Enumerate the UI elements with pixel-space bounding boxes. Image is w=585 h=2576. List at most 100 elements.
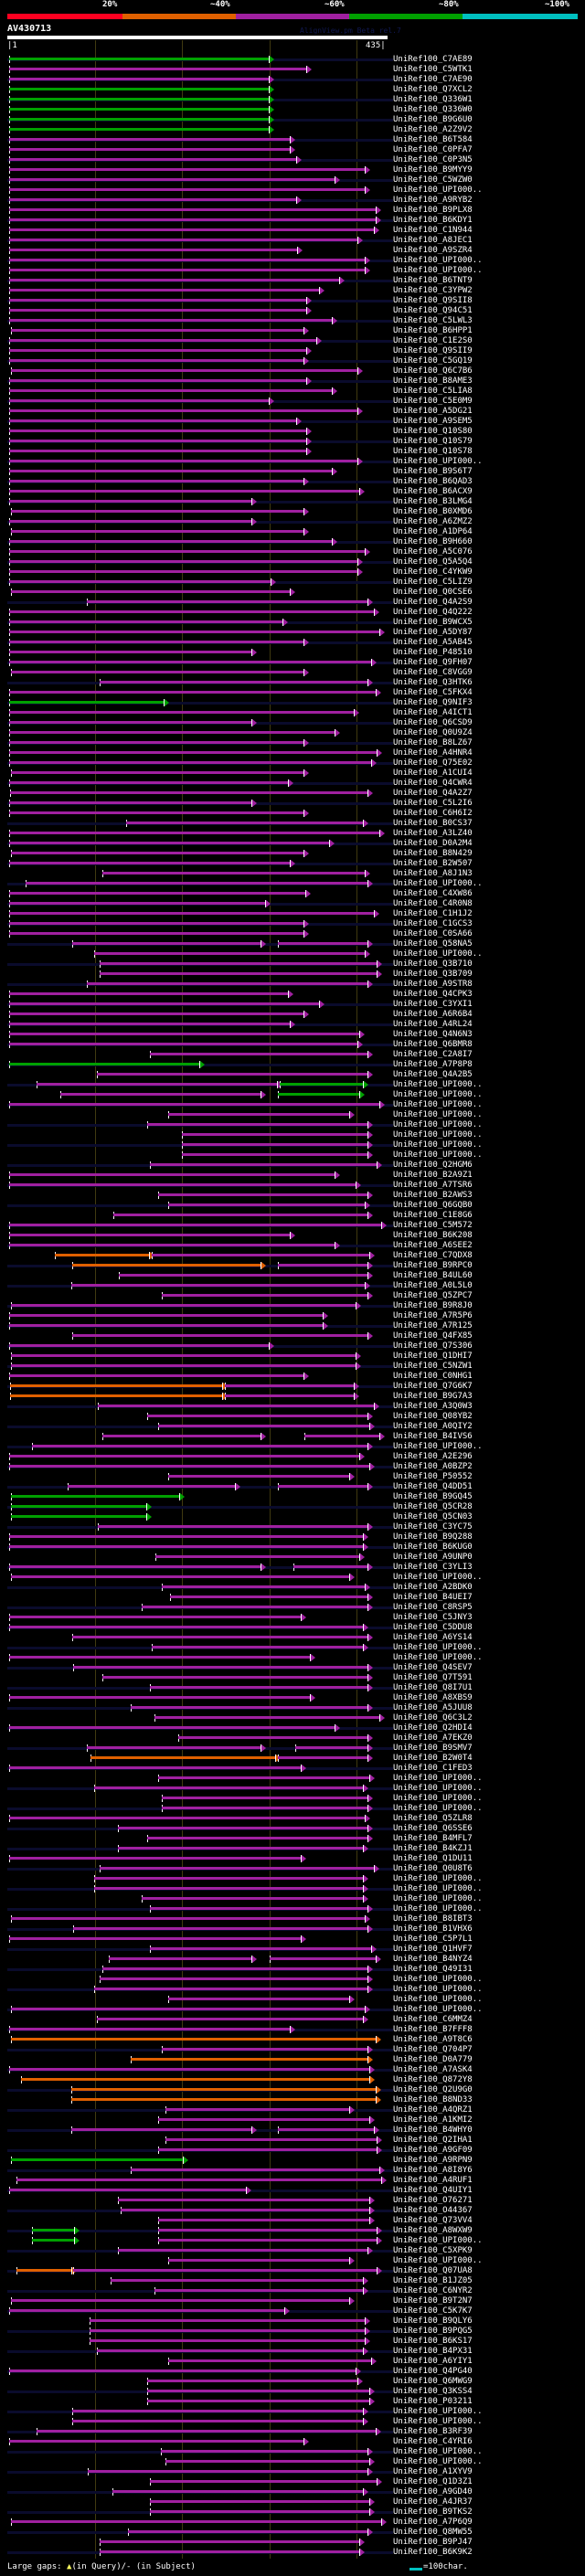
hit-label[interactable]: UniRef100_Q4SEV7 — [393, 1663, 473, 1672]
alignment-row[interactable]: UniRef100_C6H6I2 — [0, 809, 585, 819]
hit-segment[interactable] — [16, 2178, 383, 2181]
hit-label[interactable]: UniRef100_UPI000.. — [393, 2457, 483, 2466]
hit-label[interactable]: UniRef100_Q75E02 — [393, 758, 473, 768]
hit-segment[interactable] — [94, 1786, 364, 1789]
alignment-row[interactable]: UniRef100_O44367 — [0, 2206, 585, 2216]
alignment-row[interactable]: UniRef100_Q0U8T6 — [0, 1864, 585, 1874]
hit-label[interactable]: UniRef100_B1VHX6 — [393, 1924, 473, 1934]
hit-label[interactable]: UniRef100_Q3KSS4 — [393, 2387, 473, 2396]
alignment-row[interactable]: UniRef100_A3LZ40 — [0, 829, 585, 839]
hit-segment[interactable] — [94, 1988, 368, 1990]
alignment-row[interactable]: UniRef100_B4KZJ1 — [0, 1844, 585, 1854]
alignment-row[interactable]: UniRef100_UPI000.. — [0, 186, 585, 196]
alignment-row[interactable]: UniRef100_C5LWL3 — [0, 316, 585, 326]
alignment-row[interactable]: UniRef100_A5C076 — [0, 547, 585, 557]
alignment-row[interactable]: UniRef100_A0BZP2 — [0, 1462, 585, 1472]
alignment-row[interactable]: UniRef100_A6ZMZ2 — [0, 517, 585, 527]
hit-label[interactable]: UniRef100_Q7T591 — [393, 1673, 473, 1682]
hit-label[interactable]: UniRef100_Q9NIF3 — [393, 698, 473, 707]
hit-segment[interactable] — [9, 1023, 291, 1025]
hit-label[interactable]: UniRef100_C5GQ19 — [393, 356, 473, 366]
hit-label[interactable]: UniRef100_A9GF09 — [393, 2146, 473, 2155]
hit-label[interactable]: UniRef100_UPI000.. — [393, 1080, 483, 1089]
alignment-row[interactable]: UniRef100_B7FFF8 — [0, 2025, 585, 2035]
alignment-row[interactable]: UniRef100_A8XBS9 — [0, 1693, 585, 1703]
alignment-row[interactable]: UniRef100_C7QDX8 — [0, 1251, 585, 1261]
alignment-row[interactable]: UniRef100_B8ND33 — [0, 2095, 585, 2105]
hit-label[interactable]: UniRef100_A6ZMZ2 — [393, 517, 473, 526]
hit-segment[interactable] — [278, 942, 368, 945]
alignment-row[interactable]: UniRef100_C5P7L1 — [0, 1935, 585, 1945]
hit-label[interactable]: UniRef100_UPI000.. — [393, 879, 483, 888]
hit-segment[interactable] — [168, 2359, 372, 2362]
hit-label[interactable]: UniRef100_Q4UIY1 — [393, 2186, 473, 2195]
hit-segment[interactable] — [55, 1254, 150, 1256]
alignment-row[interactable]: UniRef100_Q5CN03 — [0, 1512, 585, 1522]
hit-segment[interactable] — [278, 1485, 368, 1488]
hit-label[interactable]: UniRef100_UPI000.. — [393, 2407, 483, 2416]
hit-segment[interactable] — [118, 2199, 370, 2201]
alignment-row[interactable]: UniRef100_UPI000.. — [0, 2005, 585, 2015]
hit-segment[interactable] — [9, 1103, 380, 1106]
hit-segment[interactable] — [9, 1465, 370, 1468]
alignment-row[interactable]: UniRef100_Q4A2B5 — [0, 1070, 585, 1080]
hit-label[interactable]: UniRef100_C5XPK9 — [393, 2246, 473, 2255]
alignment-row[interactable]: UniRef100_Q6GQB0 — [0, 1201, 585, 1211]
hit-label[interactable]: UniRef100_C5JNY3 — [393, 1613, 473, 1622]
hit-label[interactable]: UniRef100_Q7XCL2 — [393, 85, 473, 94]
alignment-row[interactable]: UniRef100_UPI000.. — [0, 1985, 585, 1995]
hit-segment[interactable] — [9, 1455, 360, 1458]
hit-segment[interactable] — [9, 1545, 364, 1548]
hit-label[interactable]: UniRef100_A7ASK4 — [393, 2065, 473, 2074]
alignment-row[interactable]: UniRef100_Q4A2S9 — [0, 598, 585, 608]
hit-segment[interactable] — [147, 1415, 368, 1417]
alignment-row[interactable]: UniRef100_P03211 — [0, 2397, 585, 2407]
alignment-row[interactable]: UniRef100_C5LIA8 — [0, 387, 585, 397]
hit-label[interactable]: UniRef100_C1FED3 — [393, 1764, 473, 1773]
hit-segment[interactable] — [71, 1284, 367, 1287]
hit-label[interactable]: UniRef100_A6YIY1 — [393, 2357, 473, 2366]
alignment-row[interactable]: UniRef100_B8LZ67 — [0, 738, 585, 748]
alignment-row[interactable]: UniRef100_Q9SII8 — [0, 296, 585, 306]
hit-segment[interactable] — [147, 1837, 368, 1839]
alignment-row[interactable]: UniRef100_B4MFL7 — [0, 1834, 585, 1844]
hit-segment[interactable] — [225, 1384, 355, 1387]
hit-label[interactable]: UniRef100_B6KUG0 — [393, 1542, 473, 1552]
alignment-row[interactable]: UniRef100_Q6C3L2 — [0, 1713, 585, 1723]
hit-label[interactable]: UniRef100_B2W507 — [393, 859, 473, 868]
alignment-row[interactable]: UniRef100_C3YPW2 — [0, 286, 585, 296]
hit-label[interactable]: UniRef100_UPI000.. — [393, 186, 483, 195]
hit-segment[interactable] — [9, 691, 377, 694]
alignment-row[interactable]: UniRef100_A1DP64 — [0, 527, 585, 537]
hit-segment[interactable] — [9, 620, 283, 623]
hit-segment[interactable] — [10, 791, 368, 794]
hit-segment[interactable] — [150, 1053, 368, 1055]
alignment-row[interactable]: UniRef100_B2AWS3 — [0, 1191, 585, 1201]
hit-segment[interactable] — [100, 1867, 375, 1870]
hit-label[interactable]: UniRef100_Q4N6N3 — [393, 1030, 473, 1039]
alignment-row[interactable]: UniRef100_Q2HDI4 — [0, 1723, 585, 1733]
hit-label[interactable]: UniRef100_C7AE89 — [393, 55, 473, 64]
hit-label[interactable]: UniRef100_A9RPN9 — [393, 2156, 473, 2165]
hit-segment[interactable] — [72, 2420, 364, 2422]
alignment-row[interactable]: UniRef100_C1E8G6 — [0, 1211, 585, 1221]
hit-label[interactable]: UniRef100_A4JR37 — [393, 2497, 473, 2507]
hit-segment[interactable] — [9, 399, 270, 402]
alignment-row[interactable]: UniRef100_P48510 — [0, 648, 585, 658]
alignment-row[interactable]: UniRef100_UPI000.. — [0, 1874, 585, 1884]
hit-label[interactable]: UniRef100_B4WHY0 — [393, 2125, 473, 2135]
alignment-row[interactable]: UniRef100_Q1HVF7 — [0, 1945, 585, 1955]
hit-label[interactable]: UniRef100_B4PX31 — [393, 2347, 473, 2356]
alignment-row[interactable]: UniRef100_UPI000.. — [0, 1110, 585, 1120]
hit-segment[interactable] — [9, 832, 380, 834]
alignment-row[interactable]: UniRef100_Q49I31 — [0, 1965, 585, 1975]
hit-label[interactable]: UniRef100_B6QAD3 — [393, 477, 473, 486]
hit-segment[interactable] — [9, 419, 297, 422]
hit-segment[interactable] — [32, 2239, 76, 2242]
alignment-row[interactable]: UniRef100_C6NYR2 — [0, 2286, 585, 2296]
hit-segment[interactable] — [295, 1746, 368, 1749]
hit-segment[interactable] — [9, 460, 358, 462]
hit-label[interactable]: UniRef100_C0NHG1 — [393, 1372, 473, 1381]
hit-segment[interactable] — [9, 1696, 311, 1699]
hit-label[interactable]: UniRef100_A9STR8 — [393, 980, 473, 989]
